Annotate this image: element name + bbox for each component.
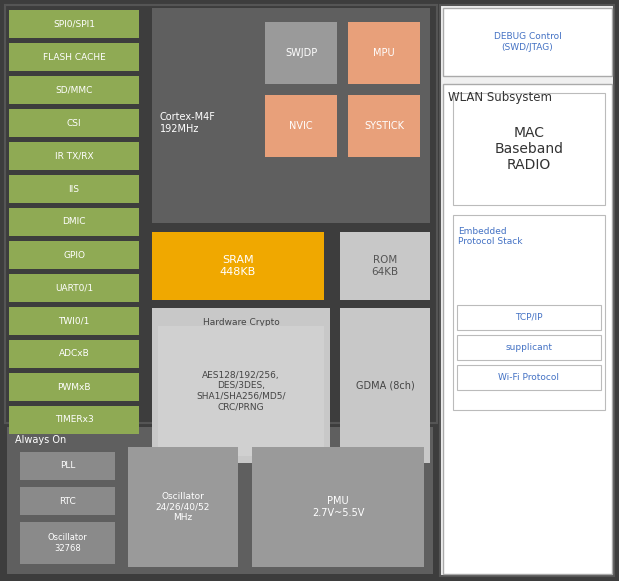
Bar (457, 305, 601, 330)
Bar (457, 365, 601, 390)
Text: Oscillator
24/26/40/52
MHz: Oscillator 24/26/40/52 MHz (156, 492, 210, 522)
Bar (340, 232, 430, 300)
Text: Always On: Always On (15, 435, 66, 445)
Text: TIMERx3: TIMERx3 (54, 415, 93, 425)
Bar (128, 447, 238, 567)
Bar (152, 8, 430, 223)
Text: SD/MMC: SD/MMC (55, 85, 93, 95)
Bar (9, 406, 139, 434)
Bar (5, 5, 437, 423)
Text: CSI: CSI (67, 119, 81, 127)
Text: Wi-Fi Protocol: Wi-Fi Protocol (498, 373, 560, 382)
Bar (9, 142, 139, 170)
Bar (348, 95, 420, 157)
Bar (9, 307, 139, 335)
Bar (7, 427, 433, 574)
Text: TWI0/1: TWI0/1 (58, 317, 90, 325)
Bar (348, 22, 420, 84)
Text: RTC: RTC (59, 497, 76, 505)
Bar (457, 335, 601, 360)
Bar (440, 5, 614, 576)
Text: NVIC: NVIC (289, 121, 313, 131)
Bar (453, 215, 605, 410)
Bar (265, 22, 337, 84)
Bar (158, 326, 324, 456)
Bar (9, 43, 139, 71)
Bar (9, 175, 139, 203)
Bar (340, 308, 430, 463)
Text: SYSTICK: SYSTICK (364, 121, 404, 131)
Text: UART0/1: UART0/1 (55, 284, 93, 292)
Bar (9, 109, 139, 137)
Text: supplicant: supplicant (506, 343, 553, 352)
Text: Oscillator
32768: Oscillator 32768 (48, 533, 87, 553)
Text: AES128/192/256,
DES/3DES,
SHA1/SHA256/MD5/
CRC/PRNG: AES128/192/256, DES/3DES, SHA1/SHA256/MD… (196, 371, 286, 411)
Text: FLASH CACHE: FLASH CACHE (43, 52, 105, 62)
Bar (453, 93, 605, 205)
Bar (9, 10, 139, 38)
Bar (20, 487, 115, 515)
Bar (252, 447, 424, 567)
Text: SPI0/SPI1: SPI0/SPI1 (53, 20, 95, 28)
Bar (9, 373, 139, 401)
Text: IR TX/RX: IR TX/RX (54, 152, 93, 160)
Text: PMU
2.7V~5.5V: PMU 2.7V~5.5V (312, 496, 364, 518)
Text: DEBUG Control
(SWD/JTAG): DEBUG Control (SWD/JTAG) (493, 33, 561, 52)
Text: PWMxB: PWMxB (57, 382, 91, 392)
Text: SRAM
448KB: SRAM 448KB (220, 255, 256, 277)
Text: Cortex-M4F
192MHz: Cortex-M4F 192MHz (160, 112, 216, 134)
Text: MAC
Baseband
RADIO: MAC Baseband RADIO (495, 126, 563, 172)
Text: TCP/IP: TCP/IP (515, 313, 543, 322)
Bar (443, 8, 612, 76)
Text: Embedded
Protocol Stack: Embedded Protocol Stack (458, 227, 522, 246)
Text: Hardware Crypto: Hardware Crypto (202, 318, 279, 327)
Text: ROM
64KB: ROM 64KB (371, 255, 399, 277)
Text: DMIC: DMIC (63, 217, 86, 227)
Bar (152, 308, 330, 463)
Text: IIS: IIS (69, 185, 79, 193)
Text: SWJDP: SWJDP (285, 48, 317, 58)
Text: ADCxB: ADCxB (59, 350, 89, 358)
Bar (152, 232, 324, 300)
Bar (265, 95, 337, 157)
Bar (9, 340, 139, 368)
Text: PLL: PLL (60, 461, 75, 471)
Bar (20, 522, 115, 564)
Bar (9, 208, 139, 236)
Text: MPU: MPU (373, 48, 395, 58)
Text: WLAN Subsystem: WLAN Subsystem (448, 91, 552, 105)
Bar (9, 76, 139, 104)
Bar (443, 84, 612, 574)
Text: GDMA (8ch): GDMA (8ch) (356, 381, 414, 390)
Bar (20, 452, 115, 480)
Bar (9, 241, 139, 269)
Bar (9, 274, 139, 302)
Text: GPIO: GPIO (63, 250, 85, 260)
